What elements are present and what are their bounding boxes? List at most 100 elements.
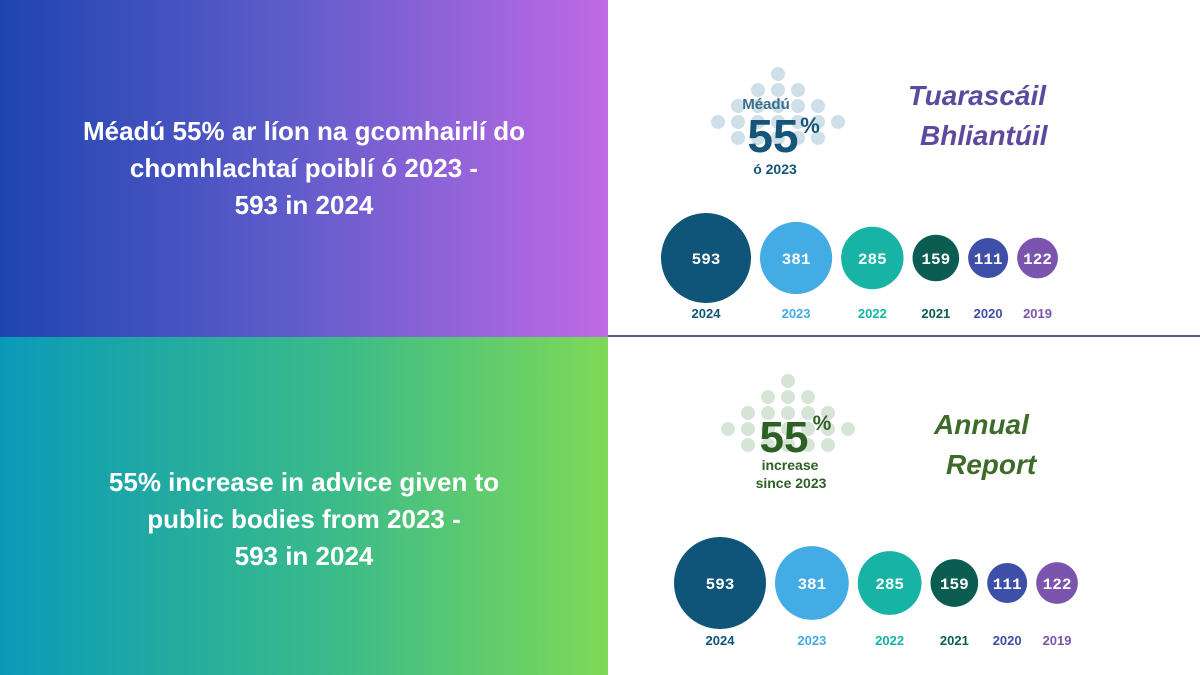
irish-year-label-2020: 2020 bbox=[974, 306, 1003, 321]
english-badge-bottom-line-2: since 2023 bbox=[756, 475, 827, 491]
irish-bubble-2023 bbox=[760, 221, 833, 295]
english-bubble-2024 bbox=[674, 537, 766, 629]
english-bubble-2019 bbox=[1036, 562, 1078, 604]
english-badge-dot bbox=[801, 406, 815, 420]
english-headline-line-3: 593 in 2024 bbox=[234, 541, 374, 571]
irish-badge: Méadú 55 % ó 2023 bbox=[711, 67, 845, 177]
section-divider bbox=[608, 335, 1200, 338]
english-bubble-chart: 593 2024 381 2023 285 2022 159 2021 111 2020 122 20… bbox=[674, 537, 1078, 648]
english-bubble-2020 bbox=[987, 563, 1028, 603]
english-badge-dots bbox=[721, 374, 855, 452]
english-value-label-2020: 111 bbox=[993, 576, 1022, 594]
english-badge-dot bbox=[801, 422, 815, 436]
english-year-label-2024: 2024 bbox=[706, 633, 736, 648]
english-bubble-2022 bbox=[857, 551, 922, 615]
irish-badge-dot bbox=[811, 115, 825, 129]
english-year-label-2022: 2022 bbox=[875, 633, 904, 648]
english-headline: 55% increase in advice given to public b… bbox=[0, 464, 608, 575]
english-badge: 55 % increase since 2023 bbox=[721, 374, 855, 491]
english-bubble-2021 bbox=[930, 559, 979, 607]
irish-badge-dot bbox=[791, 115, 805, 129]
irish-headline-line-3: 593 in 2024 bbox=[234, 190, 374, 220]
irish-badge-dot bbox=[791, 83, 805, 97]
irish-bubble-2019 bbox=[1017, 237, 1058, 279]
english-value-label-2023: 381 bbox=[797, 576, 826, 594]
irish-report-title: Tuarascáil Bhliantúil bbox=[908, 76, 1048, 156]
english-badge-number: 55 bbox=[760, 413, 809, 462]
irish-headline-panel: Méadú 55% ar líon na gcomhairlí do chomh… bbox=[0, 0, 608, 337]
irish-badge-dot bbox=[731, 131, 745, 145]
english-badge-dot bbox=[761, 422, 775, 436]
english-headline-panel: 55% increase in advice given to public b… bbox=[0, 337, 608, 675]
english-badge-dot bbox=[761, 438, 775, 452]
english-badge-dot bbox=[781, 374, 795, 388]
english-badge-dot bbox=[741, 438, 755, 452]
irish-badge-dot bbox=[831, 115, 845, 129]
english-value-label-2024: 593 bbox=[706, 576, 735, 594]
english-badge-dot bbox=[781, 438, 795, 452]
irish-badge-dot bbox=[771, 83, 785, 97]
english-year-label-2023: 2023 bbox=[797, 633, 826, 648]
irish-headline-line-2: chomhlachtaí poiblí ó 2023 - bbox=[129, 153, 479, 183]
english-badge-bottom-line-1: increase bbox=[762, 457, 819, 473]
english-badge-dot bbox=[721, 422, 735, 436]
english-value-label-2021: 159 bbox=[940, 576, 969, 594]
english-infographic-panel: 55 % increase since 2023 593 2024 381 2023 2… bbox=[608, 337, 1200, 675]
irish-year-label-2023: 2023 bbox=[782, 306, 811, 321]
irish-year-label-2024: 2024 bbox=[692, 306, 722, 321]
irish-year-label-2022: 2022 bbox=[858, 306, 887, 321]
english-badge-dot bbox=[841, 422, 855, 436]
irish-badge-dot bbox=[811, 99, 825, 113]
irish-badge-dots bbox=[711, 67, 845, 145]
irish-badge-dot bbox=[771, 115, 785, 129]
english-report-title-line-2: Report bbox=[946, 449, 1037, 480]
english-badge-dot bbox=[741, 406, 755, 420]
english-badge-dot bbox=[821, 406, 835, 420]
english-headline-line-1: 55% increase in advice given to bbox=[108, 467, 500, 497]
irish-badge-dot bbox=[771, 131, 785, 145]
irish-badge-percent: % bbox=[800, 113, 820, 138]
irish-value-label-2020: 111 bbox=[974, 251, 1003, 269]
irish-badge-dot bbox=[771, 99, 785, 113]
irish-badge-dot bbox=[751, 131, 765, 145]
irish-badge-dot bbox=[811, 131, 825, 145]
irish-badge-dot bbox=[751, 83, 765, 97]
english-badge-dot bbox=[761, 390, 775, 404]
irish-badge-dot bbox=[791, 131, 805, 145]
english-infographic: 55 % increase since 2023 593 2024 381 2023 2… bbox=[674, 374, 1078, 648]
english-report-title-line-1: Annual bbox=[934, 409, 1029, 440]
irish-bubble-2024 bbox=[661, 213, 751, 303]
english-badge-dot bbox=[801, 390, 815, 404]
english-value-label-2019: 122 bbox=[1043, 576, 1072, 594]
english-badge-dot bbox=[761, 406, 775, 420]
irish-badge-dot bbox=[751, 115, 765, 129]
english-year-label-2021: 2021 bbox=[940, 633, 969, 648]
english-badge-percent: % bbox=[813, 412, 832, 435]
irish-value-label-2024: 593 bbox=[692, 251, 721, 269]
irish-value-label-2021: 159 bbox=[921, 251, 950, 269]
irish-report-title-line-2: Bhliantúil bbox=[920, 120, 1048, 151]
irish-bubble-2021 bbox=[912, 234, 960, 282]
irish-bubble-2022 bbox=[841, 226, 904, 290]
english-badge-dot bbox=[801, 438, 815, 452]
irish-badge-dot bbox=[771, 67, 785, 81]
english-badge-dot bbox=[781, 422, 795, 436]
english-badge-dot bbox=[781, 390, 795, 404]
irish-value-label-2019: 122 bbox=[1023, 251, 1052, 269]
irish-badge-number: 55 bbox=[747, 110, 798, 162]
english-bubble-2023 bbox=[775, 546, 849, 620]
irish-infographic: Méadú 55 % ó 2023 593 2024 381 2023 285 2022 1… bbox=[661, 67, 1058, 321]
irish-badge-dot bbox=[751, 99, 765, 113]
irish-infographic-panel: Méadú 55 % ó 2023 593 2024 381 2023 285 2022 1… bbox=[608, 0, 1200, 337]
irish-year-label-2021: 2021 bbox=[921, 306, 950, 321]
irish-badge-dot bbox=[731, 99, 745, 113]
irish-year-label-2019: 2019 bbox=[1023, 306, 1052, 321]
irish-value-label-2022: 285 bbox=[858, 251, 887, 269]
irish-badge-dot bbox=[711, 115, 725, 129]
irish-bubble-chart: 593 2024 381 2023 285 2022 159 2021 111 2020 122 20… bbox=[661, 213, 1058, 321]
irish-badge-dot bbox=[731, 115, 745, 129]
english-badge-dot bbox=[741, 422, 755, 436]
english-headline-line-2: public bodies from 2023 - bbox=[147, 504, 461, 534]
english-year-label-2020: 2020 bbox=[993, 633, 1022, 648]
irish-bubble-2020 bbox=[968, 238, 1009, 278]
